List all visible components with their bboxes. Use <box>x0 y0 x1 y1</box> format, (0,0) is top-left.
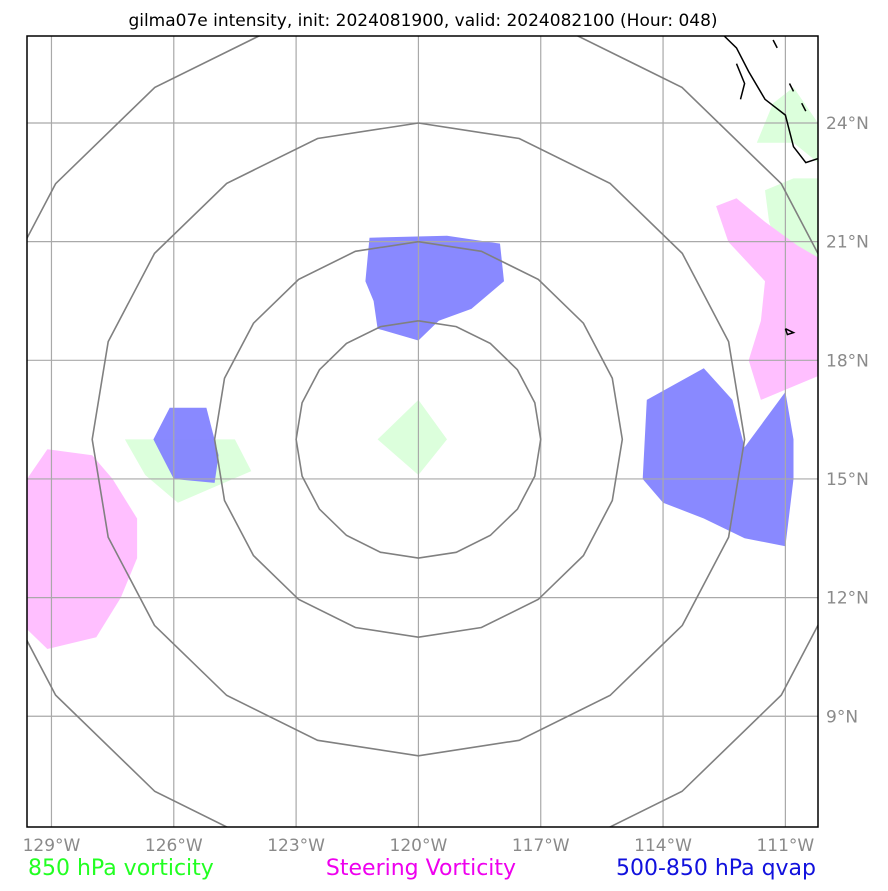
coastline-segment <box>735 63 746 100</box>
coastline-segment <box>772 39 778 49</box>
latitude-tick-labels: 9°N 12°N 15°N 18°N 21°N 24°N <box>826 114 869 727</box>
latitude-label: 9°N <box>826 707 858 727</box>
qvap-region <box>365 235 504 341</box>
range-ring <box>295 320 542 559</box>
longitude-tick-labels: 129°W 126°W 123°W 120°W 117°W 114°W 111°W <box>23 836 815 856</box>
vorticity-850-region <box>756 87 818 282</box>
latitude-label: 24°N <box>826 114 869 134</box>
latitude-label: 15°N <box>826 470 869 490</box>
legend-steering-vorticity: Steering Vorticity <box>326 856 516 881</box>
longitude-label: 117°W <box>512 836 570 856</box>
longitude-label: 129°W <box>23 836 81 856</box>
legend: 850 hPa vorticity Steering Vorticity 500… <box>28 856 816 881</box>
latitude-label: 18°N <box>826 351 869 371</box>
legend-vorticity-850: 850 hPa vorticity <box>28 856 214 881</box>
latitude-label: 21°N <box>826 233 869 253</box>
legend-qvap: 500-850 hPa qvap <box>616 856 816 881</box>
qvap-region <box>642 368 794 547</box>
coastline-segment <box>723 36 818 164</box>
vorticity-850-region <box>377 399 447 475</box>
coastline <box>723 36 818 336</box>
longitude-label: 126°W <box>145 836 203 856</box>
range-ring <box>91 122 746 757</box>
range-ring <box>27 36 818 827</box>
latitude-label: 12°N <box>826 589 869 609</box>
map-frame <box>26 35 819 828</box>
steering-vorticity-layer <box>27 198 818 649</box>
longitude-label: 120°W <box>390 836 448 856</box>
coastline-segment <box>784 328 796 336</box>
map-plot-area <box>27 36 818 827</box>
longitude-label: 123°W <box>267 836 325 856</box>
coastline-segment <box>801 102 807 112</box>
coastline-segment <box>788 83 795 92</box>
longitude-label: 114°W <box>634 836 692 856</box>
qvap-layer <box>153 235 794 547</box>
longitude-label: 111°W <box>756 836 814 856</box>
steering-vorticity-region <box>716 198 818 400</box>
range-ring <box>213 240 624 639</box>
range-rings <box>27 36 818 827</box>
map-title: gilma07e intensity, init: 2024081900, va… <box>128 11 717 31</box>
qvap-region <box>153 407 219 483</box>
steering-vorticity-region <box>27 449 138 649</box>
